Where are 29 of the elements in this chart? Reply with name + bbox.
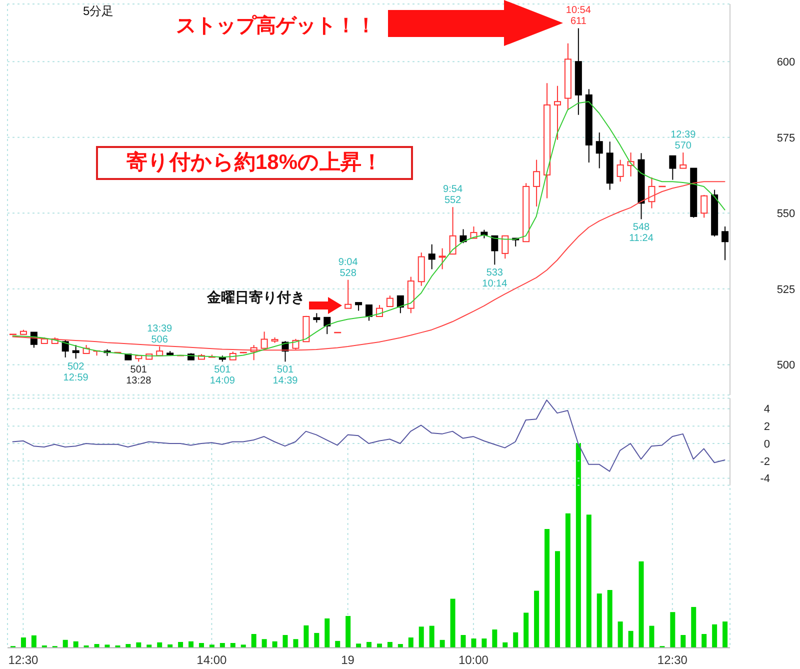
text: 13:39 506: [147, 324, 172, 346]
text: 501 13:28: [126, 364, 152, 387]
text: 533 10:14: [482, 268, 508, 290]
y-tick-label: 525: [776, 284, 796, 296]
x-tick-label: 10:00: [458, 653, 489, 668]
text: 501 14:09: [210, 364, 235, 387]
y-tick-label: 600: [776, 56, 796, 69]
x-tick-label: 19: [341, 653, 355, 668]
text: 12:39 570: [670, 130, 696, 152]
x-tick-label: 12:30: [657, 653, 688, 668]
text: 9:04 528: [338, 256, 358, 279]
y-tick-label: 550: [776, 208, 796, 220]
text: 10:54 611: [566, 5, 591, 28]
y-tick-label: 4: [764, 404, 770, 416]
text: 501 14:39: [272, 364, 298, 387]
annotation: ストップ高ゲット！！: [176, 14, 376, 39]
y-tick-label: 500: [776, 360, 796, 372]
y-tick-label: -2: [760, 456, 770, 468]
annotation: 金曜日寄り付き: [207, 289, 305, 307]
text: 502 12:59: [63, 362, 88, 384]
y-tick-label: -4: [760, 473, 770, 486]
y-tick-label: 575: [776, 132, 796, 144]
text: 548 11:24: [629, 222, 654, 244]
x-tick-label: 14:00: [196, 653, 228, 668]
x-tick-label: 12:30: [8, 653, 39, 668]
chart-title: 5分足: [83, 3, 114, 20]
y-tick-label: 2: [764, 421, 770, 434]
y-tick-label: 0: [764, 438, 770, 450]
text: 9:54 552: [443, 184, 463, 206]
